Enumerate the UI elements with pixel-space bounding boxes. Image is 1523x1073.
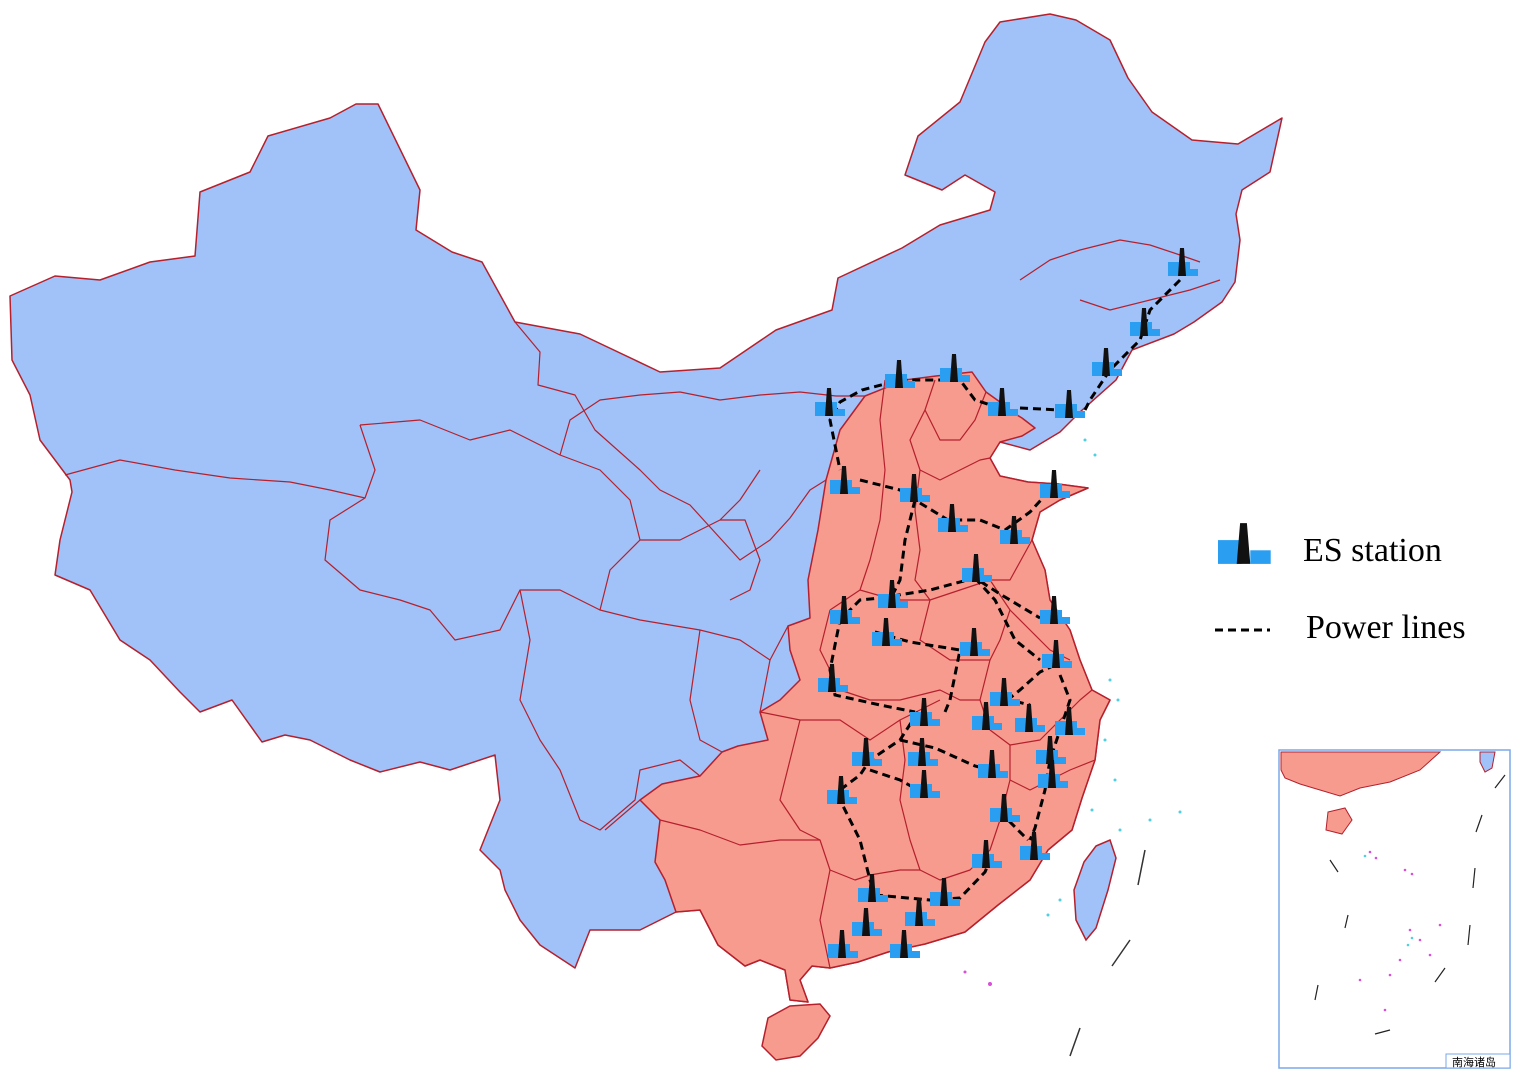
power-line-segment [838,711,920,896]
taiwan-island [1073,838,1117,942]
south-china-sea-inset: 南海诸岛 [1278,749,1511,1069]
legend-power-label: Power lines [1306,609,1466,646]
power-line-segment [828,596,916,714]
highlighted-provinces [639,371,1111,1003]
hainan-island [761,1003,831,1061]
legend: ES station Power lines [1215,523,1466,646]
power-line-segment [899,738,991,772]
highlight-province-borders [659,379,1096,969]
power-line-segment [874,859,992,902]
inset-mainland [1280,751,1442,797]
power-line-segment [828,378,1001,471]
power-line-segment [1019,406,1061,412]
power-line-segment [1028,674,1072,841]
coastal-islands [1046,438,1182,917]
legend-station-label: ES station [1303,532,1442,569]
power-line-segment [1083,278,1182,411]
es-station-icon [1040,470,1070,498]
province-borders [64,239,1221,831]
legend-station-icon [1218,523,1271,564]
power-line-segment [973,576,1041,662]
sea-boundary-strokes [1069,849,1146,1057]
power-line-segment [1009,663,1056,700]
inset-hainan [1325,807,1353,835]
power-lines [828,278,1182,902]
power-line-segment [888,499,917,601]
inset-taiwan [1479,751,1496,773]
inset-label: 南海诸岛 [1452,1055,1496,1069]
